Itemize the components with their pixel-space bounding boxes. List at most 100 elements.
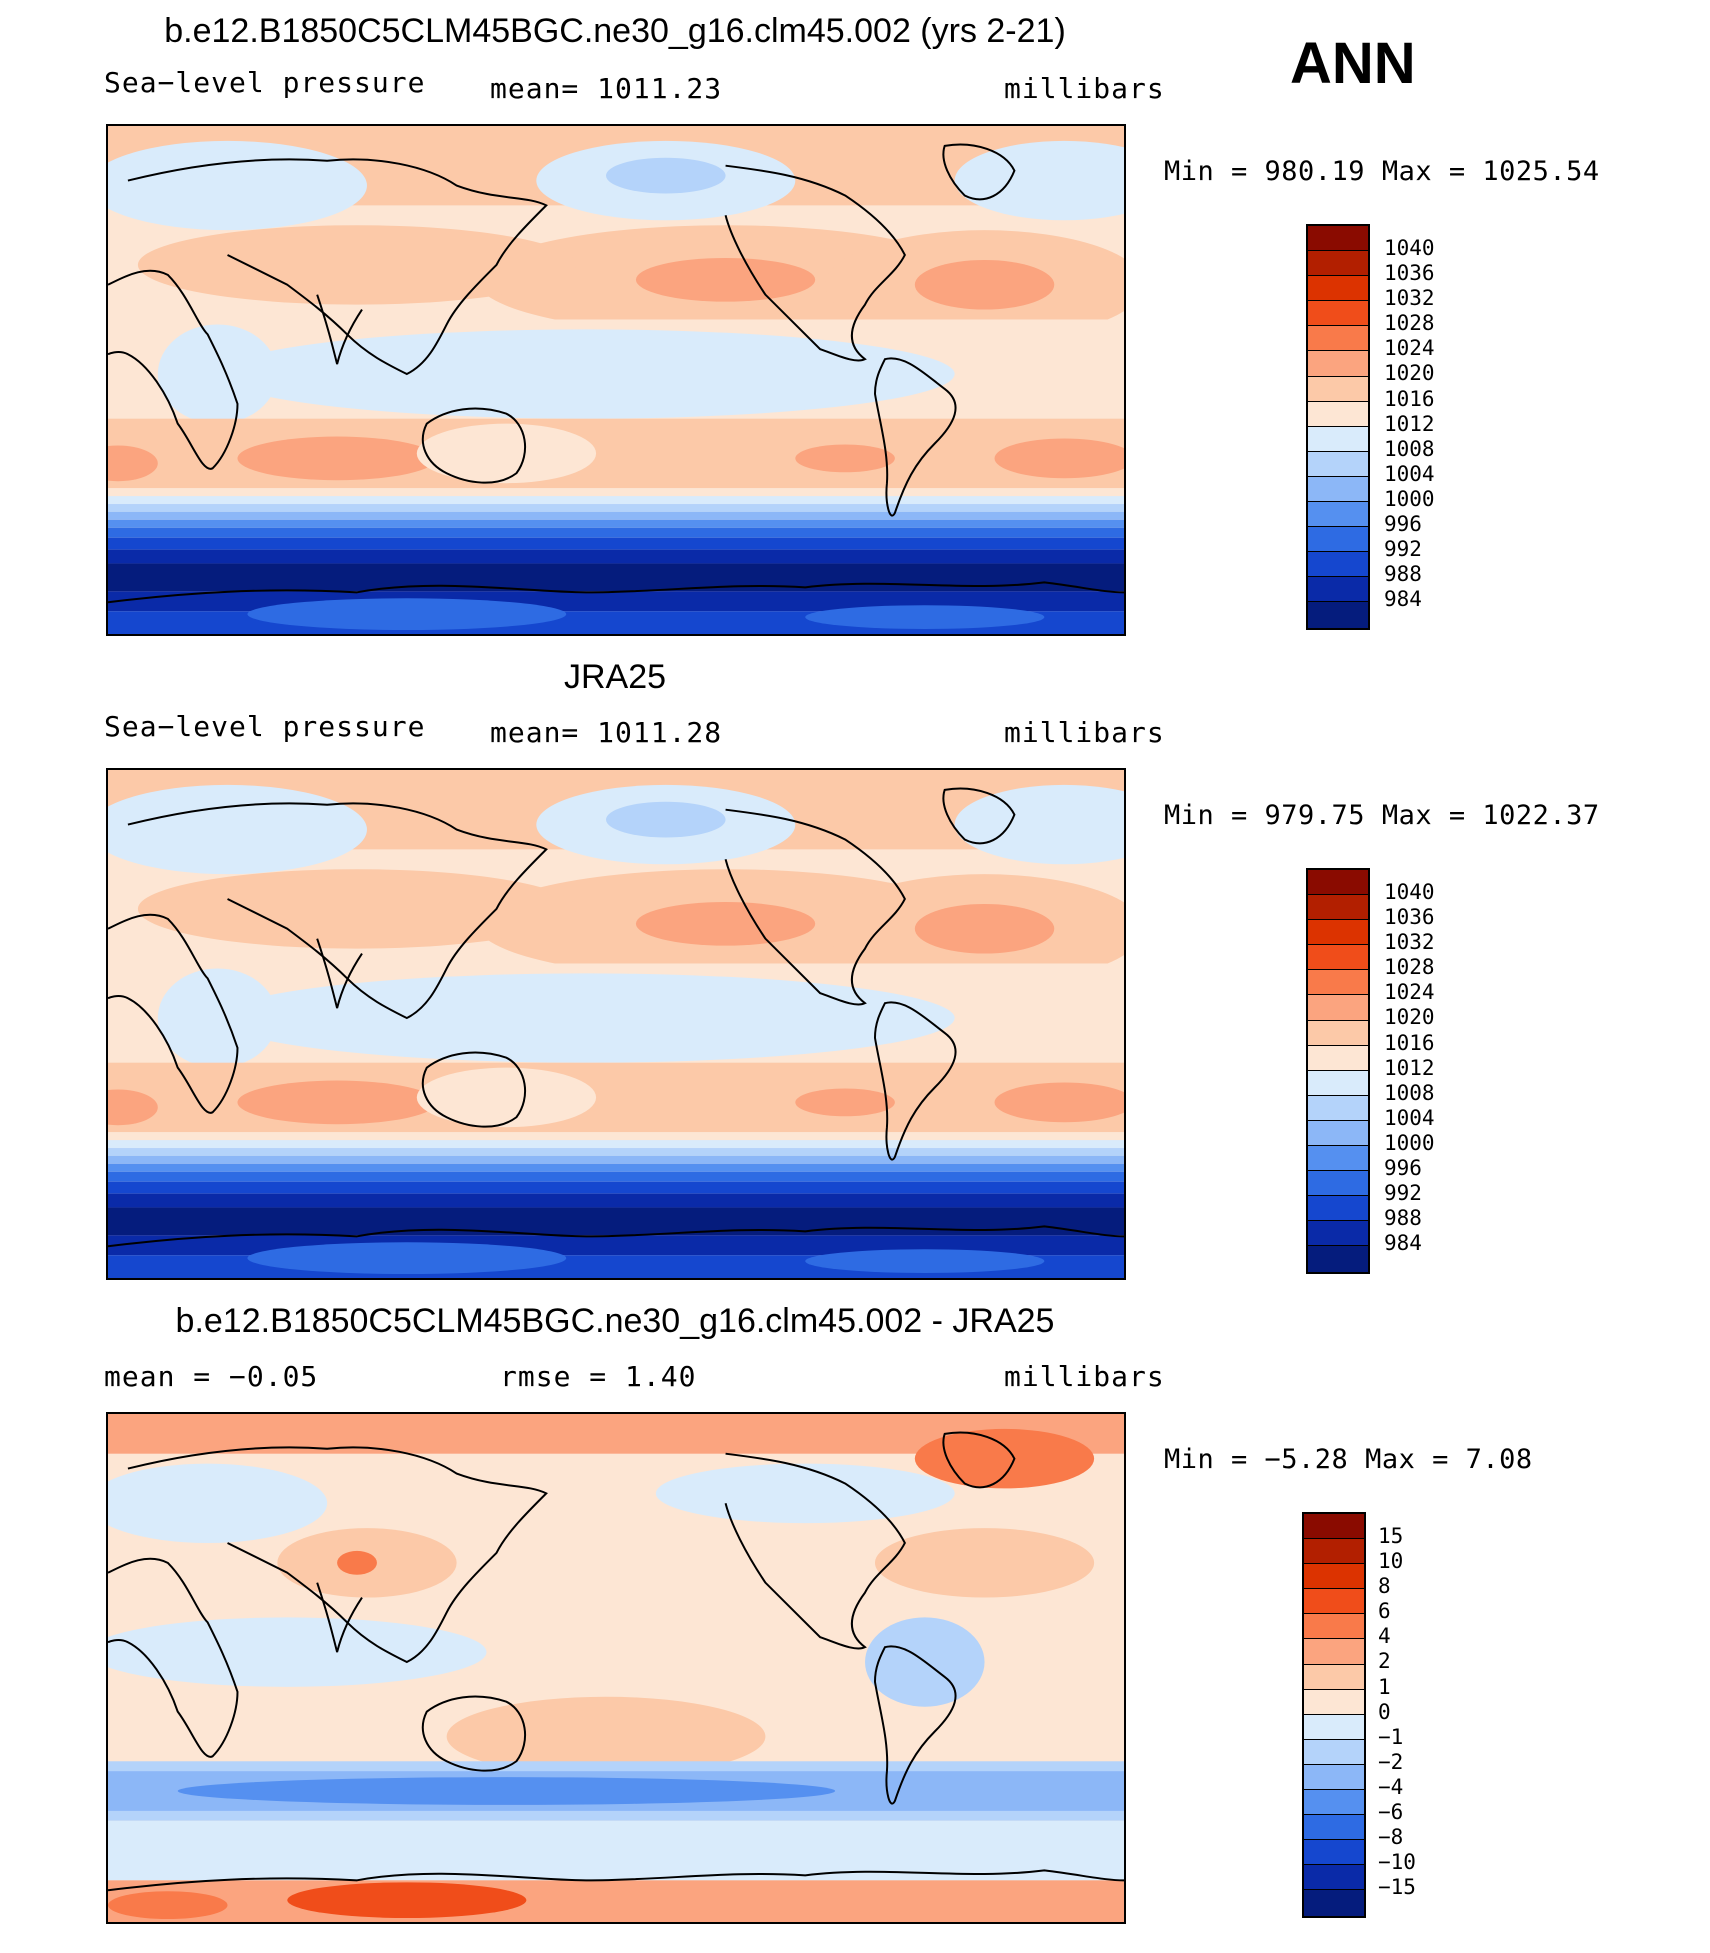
colorbar-swatch <box>1308 401 1368 427</box>
colorbar-tick-label: 988 <box>1384 562 1422 587</box>
colorbar-tick-label: 6 <box>1378 1599 1391 1624</box>
colorbar-swatch <box>1304 1564 1364 1590</box>
colorbar-swatch <box>1308 920 1368 946</box>
colorbar-tick-label: −1 <box>1378 1724 1404 1749</box>
colorbar-swatch <box>1308 301 1368 327</box>
colorbar-tick-label: 1 <box>1378 1674 1391 1699</box>
panel-1-min-max: Min = 980.19 Max = 1025.54 <box>1164 156 1600 187</box>
colorbar-swatch <box>1308 552 1368 578</box>
colorbar-swatch <box>1308 1171 1368 1197</box>
panel-2-variable-label: Sea−level pressure <box>104 710 426 743</box>
panel-2-mean-label: mean= 1011.28 <box>490 716 723 749</box>
colorbar-swatch <box>1308 1045 1368 1071</box>
colorbar-swatch <box>1304 1589 1364 1615</box>
colorbar-swatch <box>1308 1020 1368 1046</box>
coastlines <box>108 1431 1124 1892</box>
colorbar-swatch <box>1308 970 1368 996</box>
colorbar-swatch <box>1304 1790 1364 1816</box>
colorbar-swatch <box>1304 1514 1364 1540</box>
colorbar-swatch <box>1308 995 1368 1021</box>
colorbar-tick-label: 0 <box>1378 1699 1391 1724</box>
colorbar-swatch <box>1308 326 1368 352</box>
colorbar-tick-label: −10 <box>1378 1850 1416 1875</box>
colorbar-tick-label: 996 <box>1384 512 1422 537</box>
colorbar-swatch <box>1304 1815 1364 1841</box>
colorbar-tick-label: 8 <box>1378 1574 1391 1599</box>
colorbar-swatch <box>1304 1664 1364 1690</box>
colorbar-tick-label: −15 <box>1378 1875 1416 1900</box>
colorbar-tick-label: 1016 <box>1384 386 1435 411</box>
colorbar-tick-label: −2 <box>1378 1749 1404 1774</box>
colorbar-swatch <box>1308 451 1368 477</box>
colorbar-swatch <box>1308 351 1368 377</box>
colorbar-swatch <box>1304 1890 1364 1916</box>
colorbar-tick-label: 1036 <box>1384 261 1435 286</box>
colorbar-tick-label: 984 <box>1384 587 1422 612</box>
colorbar-swatch <box>1308 426 1368 452</box>
panel-1-units-label: millibars <box>1004 72 1165 105</box>
colorbar-tick-label: 1032 <box>1384 930 1435 955</box>
colorbar-tick-label: 10 <box>1378 1549 1404 1574</box>
colorbar-tick-label: 1004 <box>1384 1105 1435 1130</box>
colorbar-swatch <box>1308 870 1368 896</box>
colorbar-swatch <box>1304 1739 1364 1765</box>
colorbar-tick-label: 1020 <box>1384 361 1435 386</box>
colorbar-tick-label: 996 <box>1384 1156 1422 1181</box>
panel-2-colorbar <box>1306 868 1370 1274</box>
colorbar-tick-label: −6 <box>1378 1800 1404 1825</box>
colorbar-swatch <box>1308 945 1368 971</box>
colorbar-swatch <box>1308 1095 1368 1121</box>
colorbar-tick-label: 1040 <box>1384 236 1435 260</box>
colorbar-swatch <box>1308 895 1368 921</box>
colorbar-swatch <box>1308 1120 1368 1147</box>
colorbar-tick-label: 992 <box>1384 537 1422 562</box>
contour-field <box>108 770 1124 1278</box>
colorbar-swatch <box>1304 1714 1364 1740</box>
colorbar-tick-label: 1032 <box>1384 286 1435 311</box>
colorbar-swatch <box>1308 226 1368 252</box>
colorbar-tick-label: 1036 <box>1384 905 1435 930</box>
panel-2-colorbar-labels: 1040 1036 1032 1028 1024 1020 1016 1012 1008 1004… <box>1384 880 1435 1256</box>
panel-3-colorbar <box>1302 1512 1366 1918</box>
panel-1-mean-label: mean= 1011.23 <box>490 72 723 105</box>
panel-1-map <box>106 124 1126 636</box>
contour-field <box>108 126 1124 634</box>
colorbar-tick-label: 1000 <box>1384 486 1435 511</box>
colorbar-swatch <box>1308 1146 1368 1172</box>
panel-1-title: b.e12.B1850C5CLM45BGC.ne30_g16.clm45.002… <box>164 12 1066 50</box>
colorbar-tick-label: 1008 <box>1384 436 1435 461</box>
colorbar-swatch <box>1304 1539 1364 1565</box>
panel-3-units-label: millibars <box>1004 1360 1165 1393</box>
season-label: ANN <box>1290 31 1416 96</box>
colorbar-tick-label: 1000 <box>1384 1130 1435 1155</box>
colorbar-swatch <box>1304 1689 1364 1715</box>
colorbar-tick-label: 1008 <box>1384 1080 1435 1105</box>
panel-2-units-label: millibars <box>1004 716 1165 749</box>
panel-2-title: JRA25 <box>563 658 667 696</box>
colorbar-swatch <box>1308 476 1368 503</box>
colorbar-swatch <box>1308 502 1368 528</box>
colorbar-swatch <box>1308 602 1368 628</box>
panel-1-colorbar-labels: 1040 1036 1032 1028 1024 1020 1016 1012 1008 1004… <box>1384 236 1435 612</box>
colorbar-tick-label: −4 <box>1378 1774 1404 1799</box>
colorbar-tick-label: −8 <box>1378 1825 1404 1850</box>
colorbar-swatch <box>1304 1614 1364 1640</box>
colorbar-tick-label: 984 <box>1384 1231 1422 1256</box>
panel-3-map <box>106 1412 1126 1924</box>
panel-3-min-max: Min = −5.28 Max = 7.08 <box>1164 1444 1533 1475</box>
colorbar-tick-label: 1024 <box>1384 980 1435 1005</box>
colorbar-tick-label: 2 <box>1378 1649 1391 1674</box>
panel-3-rmse-label: rmse = 1.40 <box>500 1360 697 1393</box>
colorbar-tick-label: 1028 <box>1384 955 1435 980</box>
colorbar-swatch <box>1304 1764 1364 1791</box>
colorbar-tick-label: 1040 <box>1384 880 1435 904</box>
panel-2-map <box>106 768 1126 1280</box>
colorbar-swatch <box>1308 276 1368 302</box>
colorbar-swatch <box>1308 577 1368 603</box>
colorbar-swatch <box>1304 1639 1364 1665</box>
coastlines <box>108 787 1124 1248</box>
colorbar-swatch <box>1308 376 1368 402</box>
colorbar-tick-label: 1028 <box>1384 311 1435 336</box>
panel-1-colorbar <box>1306 224 1370 630</box>
colorbar-swatch <box>1308 527 1368 553</box>
